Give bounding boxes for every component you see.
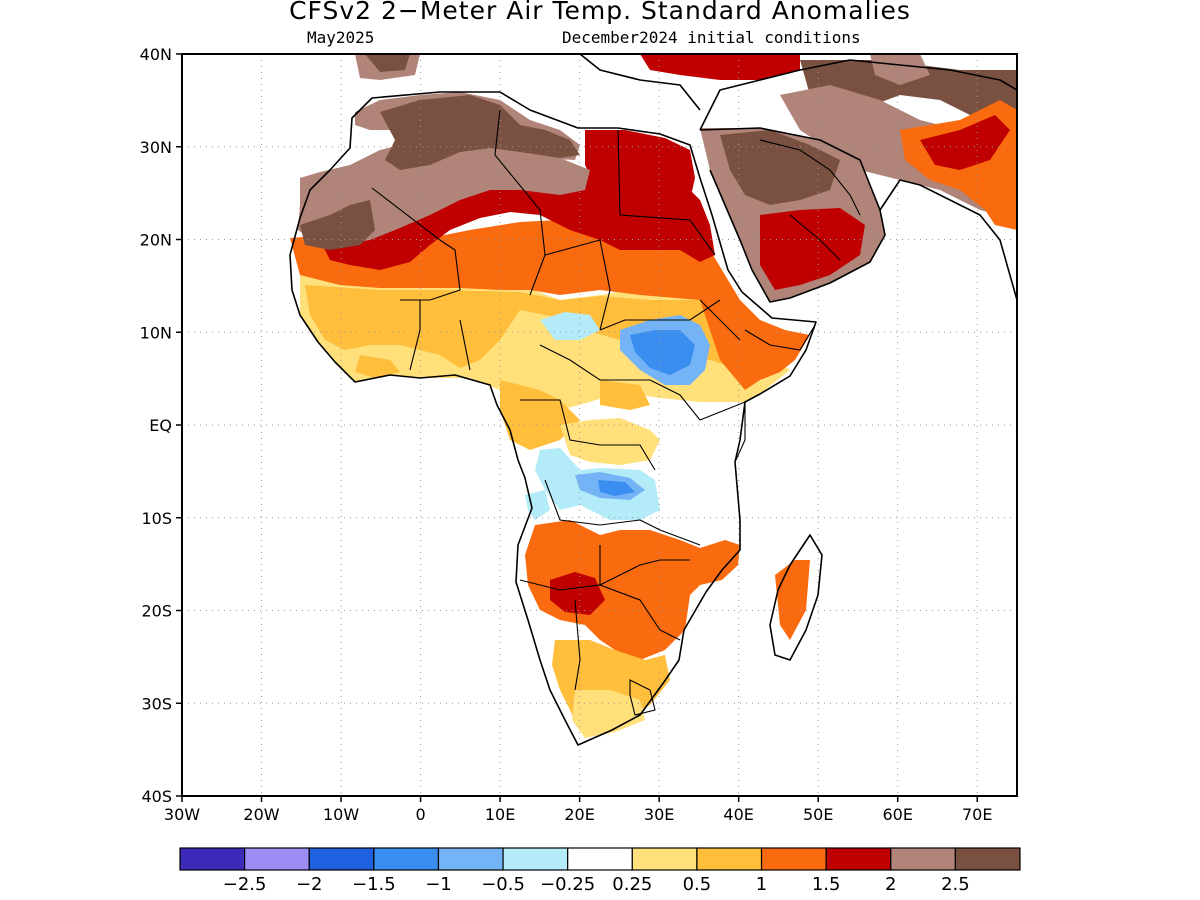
longitude-label: 30W bbox=[164, 805, 200, 824]
colorbar-label: −0.25 bbox=[540, 874, 595, 895]
colorbar-label: −0.5 bbox=[481, 874, 525, 895]
colorbar-swatch bbox=[760, 847, 827, 871]
latitude-label: 40N bbox=[140, 45, 172, 64]
longitude-label: 50E bbox=[803, 805, 833, 824]
colorbar-label: −1 bbox=[425, 874, 452, 895]
latitude-label: EQ bbox=[149, 416, 172, 435]
colorbar-label: 1 bbox=[756, 874, 767, 895]
colorbar-label: −2.5 bbox=[223, 874, 267, 895]
latitude-label: 30N bbox=[140, 138, 172, 157]
colorbar-swatch bbox=[696, 847, 763, 871]
longitude-label: 20W bbox=[243, 805, 279, 824]
latitude-label: 30S bbox=[141, 694, 172, 713]
chart-title: CFSv2 2−Meter Air Temp. Standard Anomali… bbox=[289, 0, 911, 25]
colorbar-label: 0.25 bbox=[612, 874, 652, 895]
colorbar-label: 1.5 bbox=[812, 874, 841, 895]
colorbar-swatch bbox=[179, 847, 246, 871]
colorbar-swatch bbox=[308, 847, 375, 871]
colorbar-label: −1.5 bbox=[352, 874, 396, 895]
longitude-label: 30E bbox=[644, 805, 674, 824]
colorbar-label: −2 bbox=[296, 874, 323, 895]
colorbar-swatch bbox=[954, 847, 1021, 871]
colorbar-swatch bbox=[373, 847, 440, 871]
latitude-label: 10S bbox=[141, 509, 172, 528]
longitude-label: 20E bbox=[564, 805, 594, 824]
colorbar-swatch bbox=[825, 847, 892, 871]
colorbar-label: 0.5 bbox=[683, 874, 712, 895]
latitude-label: 20S bbox=[141, 602, 172, 621]
longitude-label: 10E bbox=[485, 805, 515, 824]
longitude-label: 0 bbox=[415, 805, 425, 824]
anomaly-patches bbox=[290, 54, 1017, 738]
initial-conditions: December2024 initial conditions bbox=[562, 28, 861, 47]
country-borders bbox=[371, 109, 861, 716]
colorbar-swatch bbox=[631, 847, 698, 871]
colorbar-swatch bbox=[244, 847, 310, 871]
colorbar: −2.5 −2 −1.5 −1 −0.5 −0.25 0.25 0.5 1 1.5 2 2.5 bbox=[179, 847, 1021, 895]
coastlines bbox=[289, 54, 1017, 746]
colorbar-swatch bbox=[567, 847, 633, 871]
latitude-label: 10N bbox=[140, 323, 172, 342]
forecast-month: May2025 bbox=[307, 28, 375, 47]
colorbar-label: 2.5 bbox=[941, 874, 970, 895]
longitude-label: 40E bbox=[723, 805, 753, 824]
colorbar-label: 2 bbox=[885, 874, 896, 895]
graticule bbox=[182, 54, 1017, 796]
colorbar-swatch bbox=[502, 847, 569, 871]
longitude-axis: 30W 20W 10W 0 10E 20E 30E 40E 50E 60E 70E bbox=[164, 796, 992, 824]
colorbar-swatch bbox=[437, 847, 504, 871]
colorbar-swatch bbox=[890, 847, 956, 871]
longitude-label: 70E bbox=[962, 805, 992, 824]
latitude-axis: 40N 30N 20N 10N EQ 10S 20S 30S 40S bbox=[140, 45, 182, 806]
latitude-label: 40S bbox=[141, 787, 172, 806]
longitude-label: 60E bbox=[882, 805, 912, 824]
latitude-label: 20N bbox=[140, 231, 172, 250]
longitude-label: 10W bbox=[323, 805, 359, 824]
anomaly-field bbox=[290, 54, 1017, 745]
